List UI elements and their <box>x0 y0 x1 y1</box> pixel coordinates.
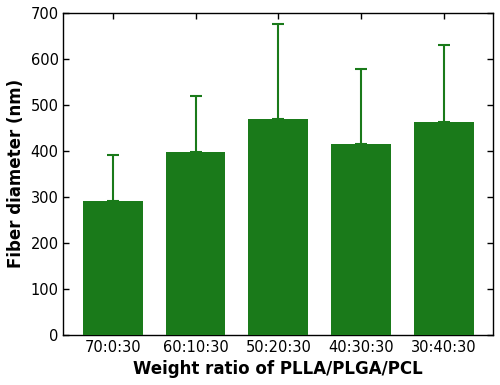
Bar <box>331 144 391 335</box>
X-axis label: Weight ratio of PLLA/PLGA/PCL: Weight ratio of PLLA/PLGA/PCL <box>134 360 423 378</box>
Bar <box>414 122 474 335</box>
Bar <box>166 152 226 335</box>
Bar <box>83 201 142 335</box>
Bar <box>248 119 308 335</box>
Y-axis label: Fiber diameter (nm): Fiber diameter (nm) <box>7 79 25 268</box>
